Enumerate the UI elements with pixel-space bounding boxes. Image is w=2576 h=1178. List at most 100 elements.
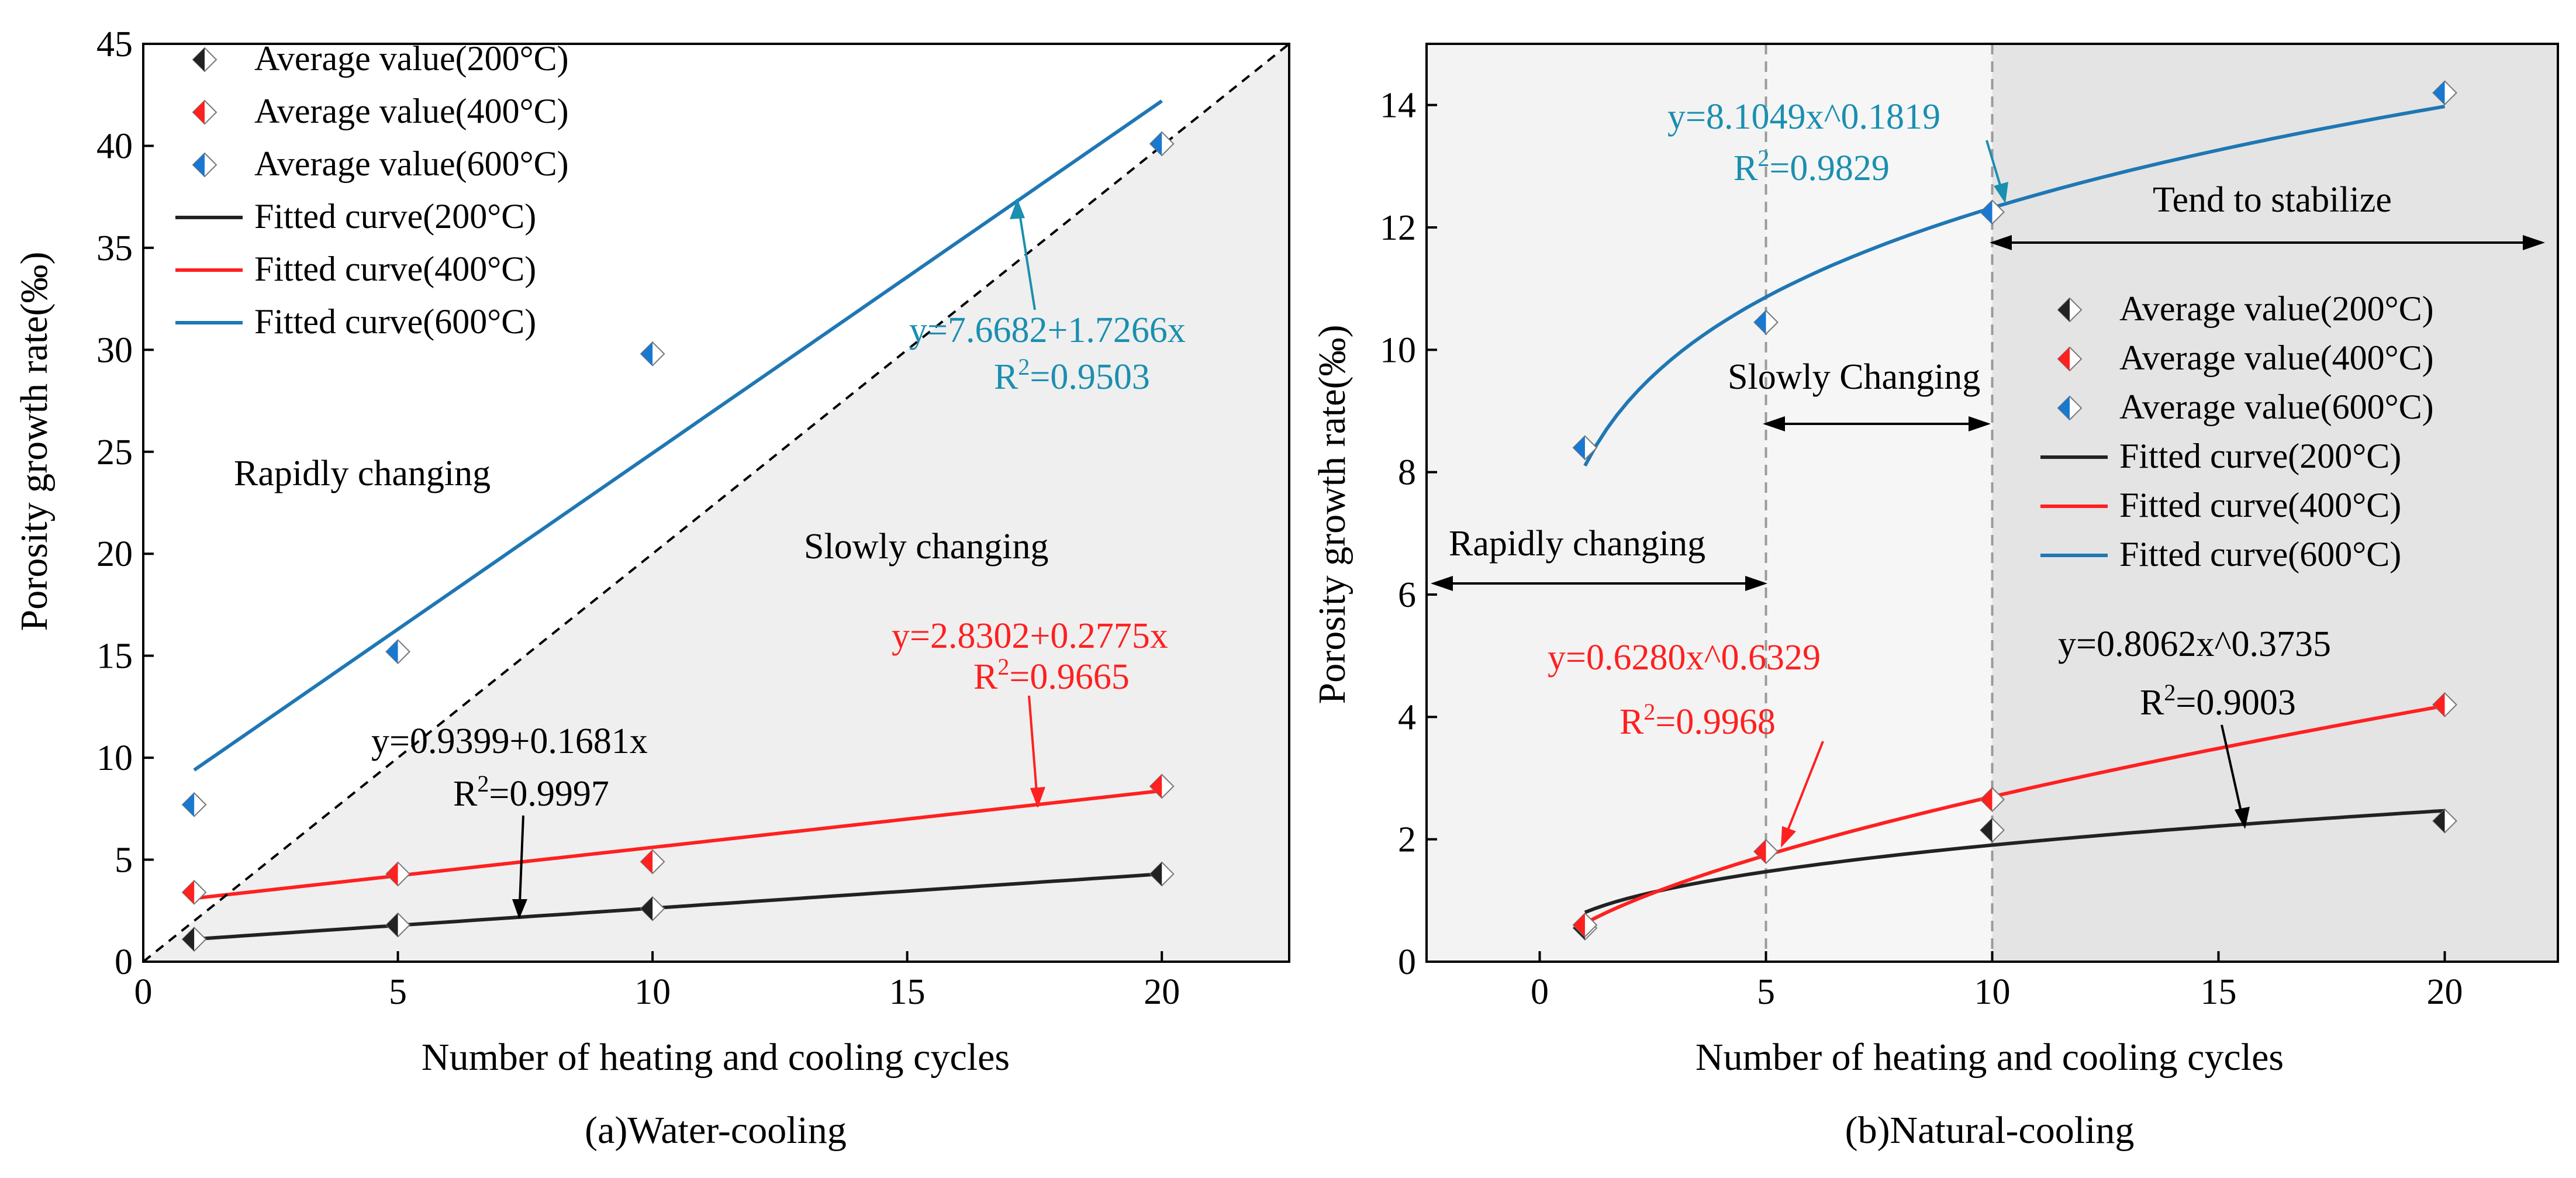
arrowhead <box>512 899 527 919</box>
legend-label-avg-200: Average value(200°C) <box>254 39 569 78</box>
stage-boundary-lines <box>1764 44 1994 962</box>
legend-marker-400 <box>192 99 217 125</box>
y-axis-ticks: 0 5 10 15 20 25 30 35 40 45 <box>96 25 154 982</box>
fit-curve-200 <box>194 872 1162 941</box>
stage-shading-stable <box>1992 44 2558 962</box>
legend-label-fit-600: Fitted curve(600°C) <box>254 302 536 341</box>
fit-r2-600: R2=0.9503 <box>994 354 1150 397</box>
fit-curve-400 <box>1584 704 2446 925</box>
data-point-600 <box>385 639 410 665</box>
fit-equation-400: y=2.8302+0.2775x <box>892 616 1168 656</box>
x-tick-label: 10 <box>1974 972 2011 1012</box>
fit-curve-600 <box>193 99 1163 772</box>
y-tick-label: 20 <box>96 534 133 574</box>
data-point-400 <box>1980 787 2005 813</box>
annotation-arrow-400 <box>1782 741 1824 842</box>
y-tick-label: 35 <box>96 229 133 268</box>
data-point-400 <box>181 879 207 905</box>
stage-label-stable: Tend to stabilize <box>2153 180 2392 220</box>
data-point-200 <box>181 927 207 952</box>
y-tick-label: 0 <box>115 942 133 982</box>
data-point-400 <box>1149 773 1175 799</box>
fit-equation-200: y=0.9399+0.1681x <box>371 721 648 761</box>
legend-marker-200 <box>2057 297 2083 323</box>
legend-label-fit-200: Fitted curve(200°C) <box>2119 437 2401 475</box>
fit-curve-600 <box>1583 105 2446 467</box>
fit-equation-200: y=0.8062x^0.3735 <box>2058 624 2331 664</box>
y-tick-label: 12 <box>1380 208 1416 248</box>
y-tick-label: 25 <box>96 433 133 472</box>
legend-label-avg-600: Average value(600°C) <box>2119 388 2434 426</box>
data-point-600 <box>1149 131 1175 157</box>
panel-caption: (a)Water-cooling <box>585 1109 847 1152</box>
y-axis-title: Porosity growth rate(‰) <box>13 252 56 631</box>
x-tick-label: 0 <box>1531 972 1549 1012</box>
legend-label-fit-200: Fitted curve(200°C) <box>254 197 536 236</box>
x-tick-label: 15 <box>2201 972 2237 1012</box>
y-tick-label: 10 <box>1380 330 1416 370</box>
x-axis-ticks: 0 5 10 15 20 <box>134 951 1180 1012</box>
x-axis-title: Number of heating and cooling cycles <box>1696 1036 2284 1079</box>
data-point-400 <box>640 849 665 875</box>
y-tick-label: 10 <box>96 738 133 778</box>
stage-shading-rapid <box>1427 44 1766 962</box>
x-tick-label: 5 <box>389 972 407 1012</box>
data-point-600 <box>2432 80 2457 106</box>
y-tick-label: 8 <box>1398 453 1416 493</box>
fit-equation-400: y=0.6280x^0.6329 <box>1548 638 1821 678</box>
stage-arrow-slow <box>1763 416 1991 431</box>
data-point-200 <box>1149 861 1175 887</box>
fit-equation-600: y=7.6682+1.7266x <box>909 310 1186 350</box>
fit-r2-400: R2=0.9968 <box>1620 699 1776 742</box>
y-tick-label: 15 <box>96 637 133 676</box>
panel-b-natural-cooling: 0 5 10 15 20 0 2 4 6 8 10 12 14 Average value(200°C… <box>1311 43 2559 1152</box>
data-point-400 <box>1572 912 1598 938</box>
y-tick-label: 14 <box>1380 86 1416 126</box>
y-tick-label: 4 <box>1398 697 1416 737</box>
data-point-600 <box>1572 435 1598 461</box>
data-point-600 <box>1980 199 2005 225</box>
data-point-400 <box>1753 839 1779 865</box>
stage-label-slow: Slowly Changing <box>1728 357 1980 397</box>
fit-curve-400 <box>194 789 1162 900</box>
legend-marker-200 <box>192 47 217 72</box>
data-point-200 <box>2432 808 2457 834</box>
data-point-600 <box>640 341 665 367</box>
data-point-200 <box>1980 817 2005 843</box>
arrowhead <box>2235 807 2250 829</box>
data-point-600 <box>181 792 207 817</box>
y-tick-label: 6 <box>1398 575 1416 615</box>
stage-shading-slow <box>1766 44 1993 962</box>
stage-arrow-rapid <box>1431 576 1767 591</box>
legend-label-fit-400: Fitted curve(400°C) <box>254 250 536 288</box>
y-axis-ticks: 0 2 4 6 8 10 12 14 <box>1380 86 1437 982</box>
y-tick-label: 2 <box>1398 820 1416 860</box>
region-label-rapid: Rapidly changing <box>234 454 491 493</box>
data-point-400 <box>2432 692 2457 717</box>
x-tick-label: 15 <box>889 972 926 1012</box>
legend-marker-600 <box>192 152 217 178</box>
plot-frame <box>142 43 1290 963</box>
y-axis-title: Porosity growth rate(‰) <box>1311 325 1353 704</box>
annotation-arrow-200 <box>2221 724 2245 825</box>
legend: Average value(200°C) Average value(400°C)… <box>2040 289 2434 574</box>
x-tick-label: 0 <box>134 972 153 1012</box>
legend-label-avg-200: Average value(200°C) <box>2119 289 2434 328</box>
fit-r2-200: R2=0.9003 <box>2140 679 2296 723</box>
fit-curve-200 <box>1584 809 2445 914</box>
fitted-curves <box>1583 105 2446 925</box>
panel-caption: (b)Natural-cooling <box>1845 1109 2135 1152</box>
arrowhead <box>1994 182 2008 203</box>
legend-label-fit-400: Fitted curve(400°C) <box>2119 486 2401 524</box>
arrowhead <box>1781 826 1796 848</box>
y-tick-label: 0 <box>1398 942 1416 982</box>
legend-marker-400 <box>2057 346 2083 372</box>
arrowhead <box>1010 199 1025 219</box>
stage-label-rapid: Rapidly changing <box>1449 524 1705 564</box>
legend-label-avg-600: Average value(600°C) <box>254 144 569 183</box>
x-tick-label: 20 <box>1144 972 1180 1012</box>
fit-equation-600: y=8.1049x^0.1819 <box>1667 97 1940 137</box>
y-tick-label: 30 <box>96 330 133 370</box>
legend-label-fit-600: Fitted curve(600°C) <box>2119 535 2401 574</box>
